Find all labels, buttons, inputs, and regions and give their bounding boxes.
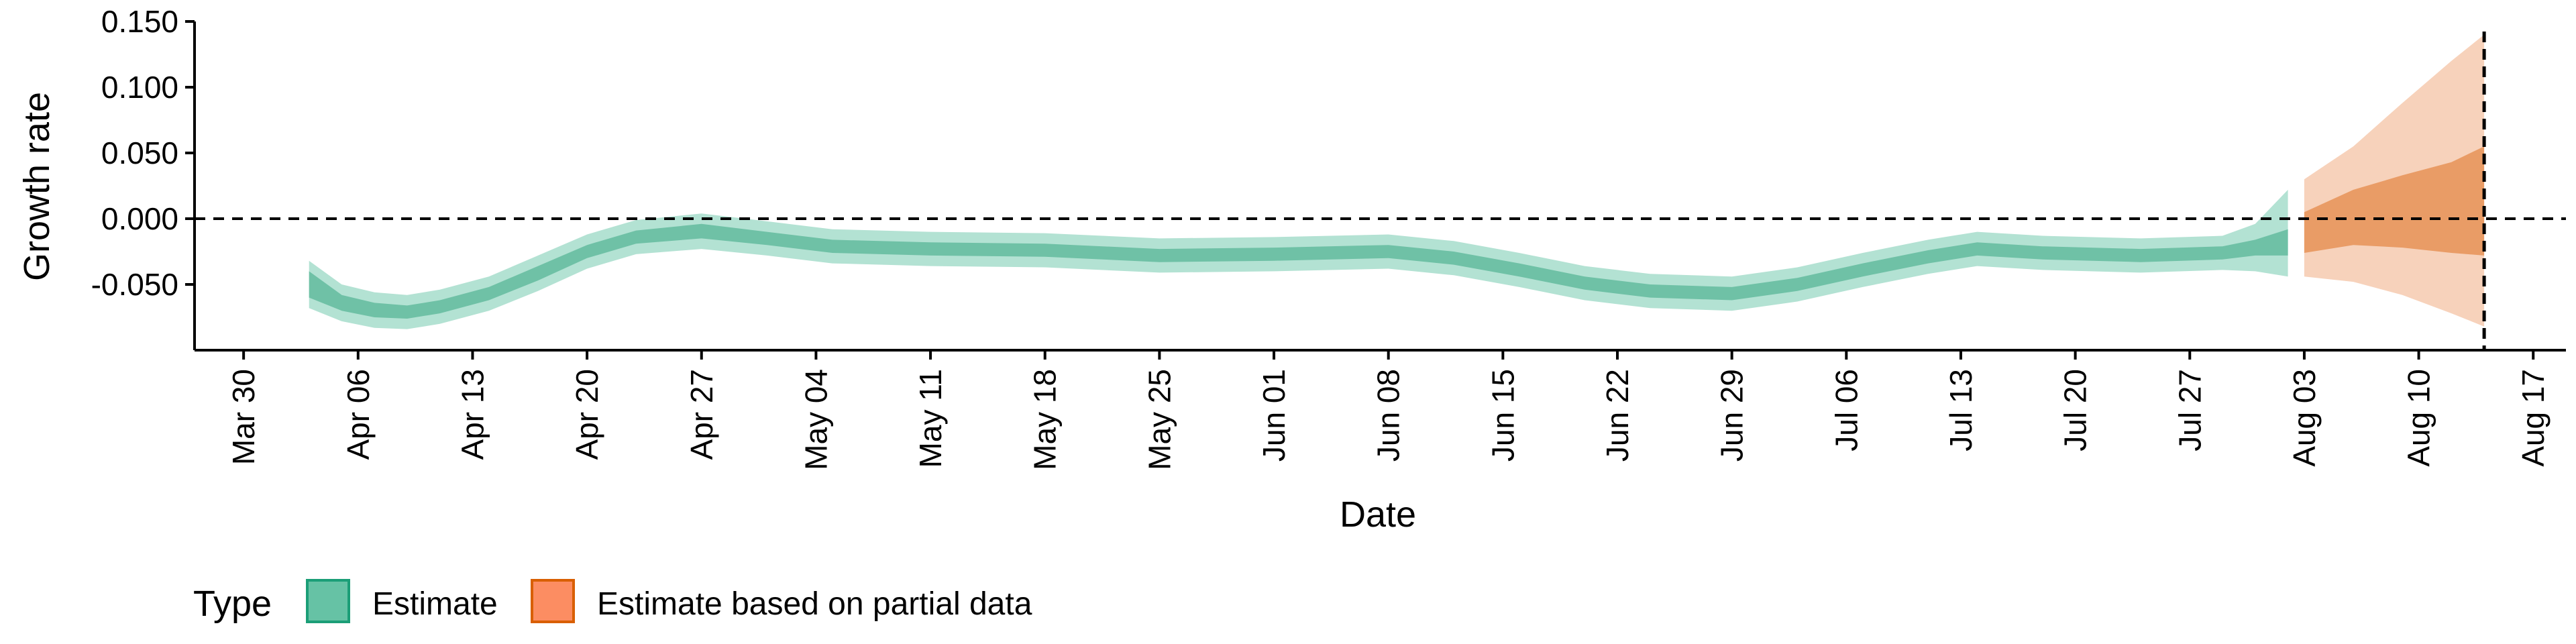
legend-label-partial-data: Estimate based on partial data <box>597 586 1032 622</box>
y-tick-label: 0.000 <box>101 201 178 236</box>
bands-layer <box>309 34 2485 329</box>
x-tick-label: May 11 <box>913 369 948 468</box>
x-tick-label: May 18 <box>1028 369 1063 470</box>
x-tick-label: Jun 01 <box>1256 369 1291 462</box>
x-tick-label: Jul 13 <box>1943 369 1978 451</box>
x-tick-label: Apr 06 <box>341 369 376 460</box>
x-axis-ticks: Mar 30 Apr 06 Apr 13 Apr 20 Apr 27 May 04 May … <box>226 350 2551 470</box>
x-tick-label: Aug 17 <box>2516 369 2551 467</box>
legend-swatch-partial-data <box>531 579 575 623</box>
x-axis-label: Date <box>1340 494 1416 535</box>
x-tick-label: Apr 13 <box>455 369 490 460</box>
band-50-estimate-based-on-partial-data <box>2304 146 2485 256</box>
reference-lines <box>195 32 2566 350</box>
x-tick-label: Aug 03 <box>2287 369 2322 467</box>
y-axis-ticks: -0.050 0.000 0.050 0.100 0.150 <box>91 4 195 302</box>
y-tick-label: 0.050 <box>101 136 178 170</box>
x-tick-label: Jun 22 <box>1600 369 1635 462</box>
x-tick-label: Apr 27 <box>684 369 719 460</box>
y-tick-label: 0.150 <box>101 4 178 39</box>
x-tick-label: May 25 <box>1142 369 1177 470</box>
legend-label-estimate: Estimate <box>372 586 498 622</box>
axes <box>193 21 2566 352</box>
x-tick-label: May 04 <box>798 369 833 470</box>
x-tick-label: Apr 20 <box>570 369 604 460</box>
x-tick-label: Jul 20 <box>2058 369 2093 451</box>
y-tick-label: -0.050 <box>91 267 178 302</box>
legend-title: Type <box>193 584 272 624</box>
x-tick-label: Aug 10 <box>2402 369 2436 467</box>
x-tick-label: Jul 06 <box>1829 369 1864 451</box>
band-50-estimate <box>309 223 2288 319</box>
x-tick-label: Mar 30 <box>226 369 261 465</box>
x-tick-label: Jun 15 <box>1485 369 1520 462</box>
x-tick-label: Jul 27 <box>2172 369 2207 451</box>
legend: Type Estimate Estimate based on partial … <box>193 579 1032 624</box>
y-axis-label: Growth rate <box>17 92 57 281</box>
legend-swatch-estimate <box>306 579 350 623</box>
x-tick-label: Jun 08 <box>1371 369 1406 462</box>
x-tick-label: Jun 29 <box>1715 369 1750 462</box>
y-tick-label: 0.100 <box>101 70 178 105</box>
